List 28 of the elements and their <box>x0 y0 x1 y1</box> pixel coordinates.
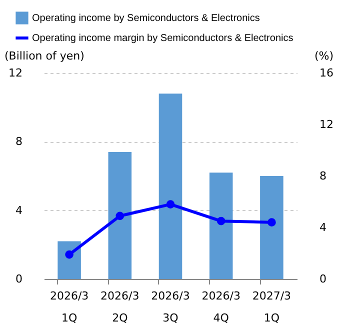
bar <box>209 172 233 279</box>
y2-tick-label: 4 <box>320 221 326 234</box>
point <box>65 250 74 259</box>
y2-tick-label: 16 <box>320 66 334 80</box>
x-tick-label: 2027/3 1Q <box>252 290 292 324</box>
x-tick-label: 2026/3 4Q <box>202 290 240 324</box>
bar <box>158 94 182 279</box>
bar <box>58 241 81 279</box>
y-tick-label: 8 <box>16 135 22 148</box>
y2-tick-label: 12 <box>320 118 334 131</box>
point <box>268 218 276 227</box>
y2-axis-title: (%) <box>314 50 334 62</box>
y-axis-title: (Billion of yen) <box>4 50 84 62</box>
x-tick-label: 2026/3 1Q <box>50 290 89 324</box>
y-tick-label: 0 <box>16 272 22 286</box>
y-tick-label: 4 <box>16 204 22 217</box>
legend-label: Operating income by Semiconductors & Electronics <box>32 13 260 24</box>
x-tick-label: 2026/3 2Q <box>100 290 140 324</box>
legend-label: Operating income margin by Semiconductors & Electronics <box>32 33 294 44</box>
x-tick-label: 2026/3 3Q <box>151 290 190 324</box>
bar <box>260 176 284 279</box>
bar <box>108 152 132 279</box>
y-tick-label: 12 <box>8 66 22 80</box>
y2-tick-label: 0 <box>320 272 326 286</box>
y2-tick-label: 8 <box>320 170 326 182</box>
point <box>116 212 124 220</box>
point <box>166 200 175 208</box>
point <box>216 216 226 226</box>
